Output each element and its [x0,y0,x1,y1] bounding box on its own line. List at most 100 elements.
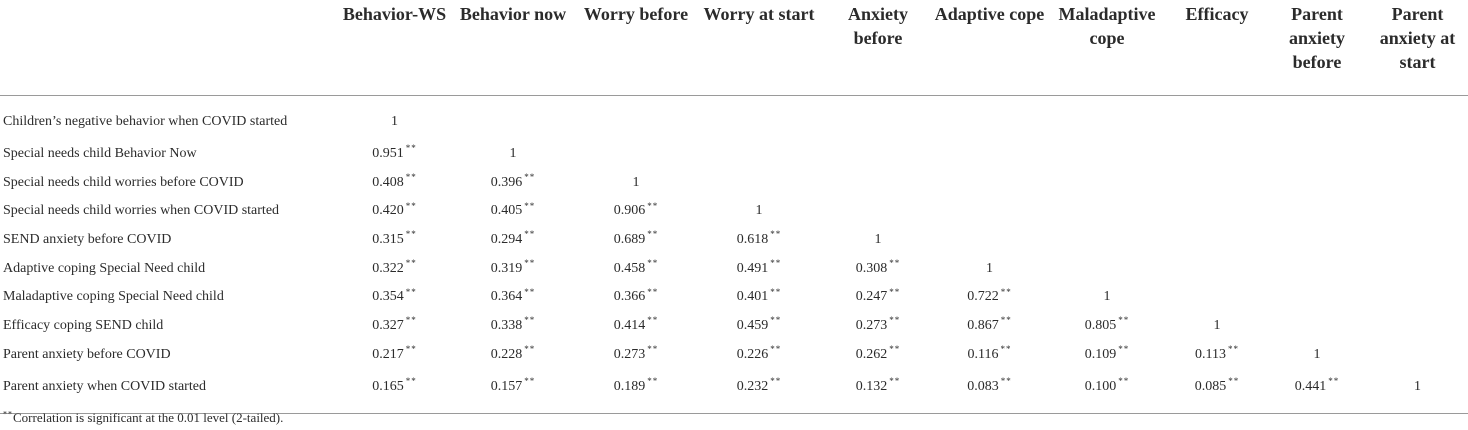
correlation-cell: 1 [1047,283,1167,312]
correlation-cell: 0.441 ** [1267,369,1367,414]
significance-marker: ** [889,315,901,326]
correlation-value: 0.401 [736,289,769,305]
correlation-cell [578,140,694,169]
table-body: Children’s negative behavior when COVID … [0,95,1468,414]
correlation-value: 0.273 [855,317,888,333]
header-corner [0,0,341,96]
significance-marker: ** [889,257,901,268]
correlation-value: 0.414 [613,317,646,333]
correlation-value: 0.228 [490,346,523,362]
significance-marker: ** [647,315,659,326]
table-row: Special needs child Behavior Now 0.951 ** 1 [0,140,1468,169]
correlation-cell: 0.085 ** [1167,369,1267,414]
significance-marker: ** [524,344,536,354]
correlation-cell [824,168,932,197]
correlation-value: 0.354 [372,289,404,305]
correlation-cell: 0.308 ** [824,254,932,283]
correlation-value: 0.157 [490,379,523,394]
significance-marker: ** [524,376,536,387]
significance-marker: ** [524,200,536,211]
correlation-cell [694,140,824,169]
correlation-value: 0.366 [613,289,646,305]
significance-marker: ** [405,286,417,297]
correlation-cell [932,226,1047,255]
correlation-cell: 0.420 ** [341,197,448,226]
correlation-cell: 1 [1267,340,1367,369]
significance-marker: ** [1228,376,1240,387]
correlation-value: 0.458 [613,260,646,276]
correlation-value: 0.165 [372,379,404,394]
footnote-marker: ** [3,409,13,419]
significance-marker: ** [1118,344,1130,354]
row-label: Parent anxiety before COVID [3,346,171,362]
correlation-cell [1047,168,1167,197]
row-label: Special needs child worries when COVID s… [3,203,280,219]
correlation-value: 0.322 [372,260,404,276]
correlation-cell: 0.109 ** [1047,340,1167,369]
correlation-cell: 0.294 ** [448,226,578,255]
correlation-cell: 0.906 ** [578,197,694,226]
correlation-cell: 0.408 ** [341,168,448,197]
correlation-value: 0.327 [372,317,404,333]
significance-marker: ** [647,229,659,240]
correlation-cell: 0.459 ** [694,312,824,341]
correlation-cell: 0.458 ** [578,254,694,283]
significance-marker: ** [1227,344,1239,354]
correlation-cell: 0.491 ** [694,254,824,283]
correlation-cell: 1 [448,140,578,169]
correlation-cell: 0.232 ** [694,369,824,414]
correlation-cell: 1 [1367,369,1468,414]
correlation-value: 0.294 [490,231,523,247]
correlation-cell [1167,197,1267,226]
correlation-cell: 0.189 ** [578,369,694,414]
significance-marker: ** [889,286,901,297]
correlation-cell: 0.689 ** [578,226,694,255]
column-header: Efficacy [1167,0,1267,96]
significance-marker: ** [405,200,417,211]
correlation-table: Behavior-WS Behavior now Worry before Worry… [0,0,1468,414]
correlation-cell: 0.273 ** [578,340,694,369]
correlation-value: 1 [1103,289,1111,305]
correlation-value: 0.315 [372,231,404,247]
correlation-cell [1367,95,1468,140]
significance-marker: ** [405,376,417,387]
significance-marker: ** [405,143,417,154]
correlation-value: 0.689 [613,231,646,247]
column-header: Worry at start [694,0,824,96]
correlation-value: 0.405 [490,203,523,219]
correlation-cell: 0.315 ** [341,226,448,255]
correlation-value: 1 [509,145,517,161]
correlation-cell [932,168,1047,197]
correlation-cell [932,140,1047,169]
correlation-cell [1367,140,1468,169]
correlation-cell [1167,254,1267,283]
correlation-value: 0.951 [372,145,404,161]
correlation-cell [824,197,932,226]
significance-marker: ** [647,286,659,297]
column-header: Behavior now [448,0,578,96]
correlation-value: 0.396 [490,174,523,190]
row-label: Children’s negative behavior when COVID … [3,113,288,129]
correlation-value: 0.618 [736,231,769,247]
significance-marker: ** [1000,315,1012,326]
correlation-cell [1047,197,1167,226]
correlation-value: 0.113 [1195,346,1226,362]
correlation-cell: 0.322 ** [341,254,448,283]
correlation-value: 0.805 [1084,317,1117,333]
correlation-value: 0.116 [967,346,999,362]
correlation-value: 0.247 [855,289,888,305]
correlation-value: 1 [1313,346,1321,362]
table-row: Special needs child worries when COVID s… [0,197,1468,226]
significance-marker: ** [1118,315,1130,326]
correlation-cell [1367,226,1468,255]
significance-marker: ** [1328,376,1340,387]
footnote: **Correlation is significant at the 0.01… [3,410,283,426]
correlation-value: 0.262 [855,346,888,362]
table-row: Maladaptive coping Special Need child 0.3… [0,283,1468,312]
row-label: Maladaptive coping Special Need child [3,289,224,305]
row-label: Parent anxiety when COVID started [0,369,341,414]
correlation-value: 0.109 [1084,346,1117,362]
table-row: SEND anxiety before COVID 0.315 ** 0.294 ** 0… [0,226,1468,255]
correlation-cell [1167,95,1267,140]
correlation-cell: 0.414 ** [578,312,694,341]
